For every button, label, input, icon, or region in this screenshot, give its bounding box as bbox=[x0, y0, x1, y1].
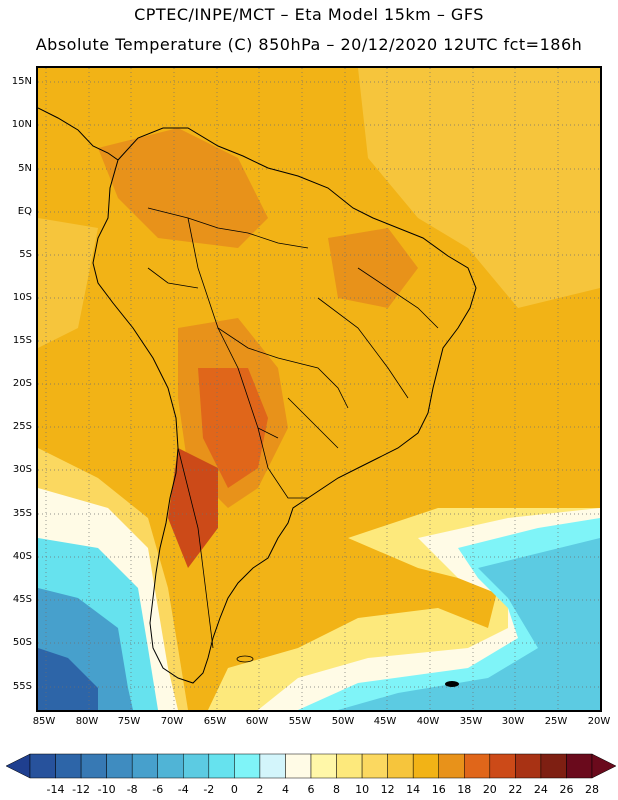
colorbar-tick-label: -14 bbox=[46, 783, 65, 796]
colorbar-tick-label: -12 bbox=[72, 783, 91, 796]
lon-label: 30W bbox=[501, 716, 525, 727]
lat-label: 30S bbox=[12, 464, 32, 475]
lat-label: 10N bbox=[11, 119, 32, 130]
colorbar-swatch bbox=[540, 753, 567, 779]
colorbar-swatch bbox=[464, 753, 491, 779]
colorbar-swatch bbox=[80, 753, 107, 779]
south-georgia-outline bbox=[445, 681, 459, 687]
colorbar-swatch bbox=[310, 753, 337, 779]
title-line-1: CPTEC/INPE/MCT – Eta Model 15km – GFS bbox=[134, 5, 484, 24]
colorbar-swatch bbox=[361, 753, 388, 779]
colorbar-tick-label: -6 bbox=[152, 783, 164, 796]
colorbar-swatch bbox=[29, 753, 56, 779]
colorbar-tick-label: 26 bbox=[559, 783, 574, 796]
falklands-outline bbox=[236, 655, 254, 663]
central-america-coastline bbox=[38, 107, 119, 161]
lon-label: 85W bbox=[32, 716, 56, 727]
lat-label: 5N bbox=[18, 163, 32, 174]
lon-label: 60W bbox=[245, 716, 269, 727]
country-borders bbox=[147, 207, 439, 649]
lat-label: 15S bbox=[12, 335, 32, 346]
colorbar-swatch bbox=[412, 753, 439, 779]
colorbar-tick-label: 4 bbox=[281, 783, 289, 796]
colorbar-swatch bbox=[387, 753, 414, 779]
lon-label: 50W bbox=[331, 716, 355, 727]
colorbar-swatch bbox=[438, 753, 465, 779]
lat-label: 15N bbox=[11, 76, 32, 87]
south-america-coastline bbox=[92, 127, 477, 684]
colorbar-swatch bbox=[55, 753, 82, 779]
colorbar-swatch bbox=[234, 753, 261, 779]
lat-label: 5S bbox=[19, 249, 32, 260]
lon-label: 20W bbox=[587, 716, 611, 727]
colorbar-svg bbox=[5, 753, 617, 779]
colorbar-tick-label: -2 bbox=[203, 783, 215, 796]
lat-label: 40S bbox=[12, 551, 32, 562]
colorbar-tick-label: -8 bbox=[126, 783, 138, 796]
colorbar-tick-label: 18 bbox=[457, 783, 472, 796]
colorbar-swatch bbox=[515, 753, 542, 779]
lat-label: EQ bbox=[17, 206, 32, 217]
colorbar-tick-label: 8 bbox=[333, 783, 341, 796]
pacific-north-field bbox=[38, 218, 98, 348]
chaco-hot-field bbox=[198, 368, 268, 488]
lon-label: 40W bbox=[416, 716, 440, 727]
colorbar-tick-label: 28 bbox=[585, 783, 599, 796]
title-line-2: Absolute Temperature (C) 850hPa – 20/12/… bbox=[35, 35, 583, 54]
temperature-map bbox=[36, 66, 602, 712]
lon-label: 70W bbox=[160, 716, 184, 727]
atlantic-north-field bbox=[358, 68, 600, 308]
lon-label: 55W bbox=[288, 716, 312, 727]
colorbar-swatch bbox=[285, 753, 312, 779]
colorbar-swatch bbox=[259, 753, 286, 779]
colorbar-swatch bbox=[131, 753, 158, 779]
colorbar-tick-label: 2 bbox=[256, 783, 264, 796]
lat-label: 20S bbox=[12, 378, 32, 389]
lon-label: 80W bbox=[75, 716, 99, 727]
colorbar-tick-label: 16 bbox=[431, 783, 446, 796]
colorbar-swatch bbox=[157, 753, 184, 779]
graticule bbox=[38, 68, 600, 710]
colorbar-tick-label: 14 bbox=[406, 783, 421, 796]
colorbar-tick-label: 24 bbox=[533, 783, 548, 796]
atlantic-colder-field bbox=[338, 538, 600, 710]
lon-label: 75W bbox=[117, 716, 141, 727]
colorbar-swatch bbox=[489, 753, 516, 779]
colorbar bbox=[5, 750, 617, 782]
colorbar-tick-label: 12 bbox=[380, 783, 395, 796]
lon-label: 35W bbox=[459, 716, 483, 727]
pacific-coldest-field bbox=[38, 648, 98, 710]
brazil-north-warm-field bbox=[328, 228, 418, 308]
colorbar-min-arrow bbox=[5, 753, 31, 779]
colorbar-swatch bbox=[336, 753, 363, 779]
colorbar-tick-label: 20 bbox=[482, 783, 497, 796]
lat-label: 45S bbox=[12, 594, 32, 605]
colorbar-max-arrow bbox=[591, 753, 617, 779]
lat-label: 25S bbox=[12, 421, 32, 432]
colorbar-tick-label: 6 bbox=[307, 783, 315, 796]
colorbar-swatch bbox=[566, 753, 593, 779]
lon-label: 65W bbox=[203, 716, 227, 727]
colorbar-tick-label: 0 bbox=[230, 783, 238, 796]
colorbar-tick-label: -4 bbox=[177, 783, 189, 796]
colorbar-tick-label: -10 bbox=[97, 783, 116, 796]
lat-label: 35S bbox=[12, 508, 32, 519]
map-svg bbox=[38, 68, 600, 710]
colorbar-tick-label: 10 bbox=[355, 783, 370, 796]
lon-label: 45W bbox=[373, 716, 397, 727]
lat-label: 50S bbox=[12, 637, 32, 648]
colorbar-swatch bbox=[183, 753, 210, 779]
colorbar-swatch bbox=[208, 753, 235, 779]
lon-label: 25W bbox=[544, 716, 568, 727]
colorbar-tick-label: 22 bbox=[508, 783, 523, 796]
amazon-warm-field bbox=[98, 128, 268, 248]
colorbar-swatch bbox=[106, 753, 133, 779]
lat-label: 55S bbox=[12, 681, 32, 692]
lat-label: 10S bbox=[12, 292, 32, 303]
